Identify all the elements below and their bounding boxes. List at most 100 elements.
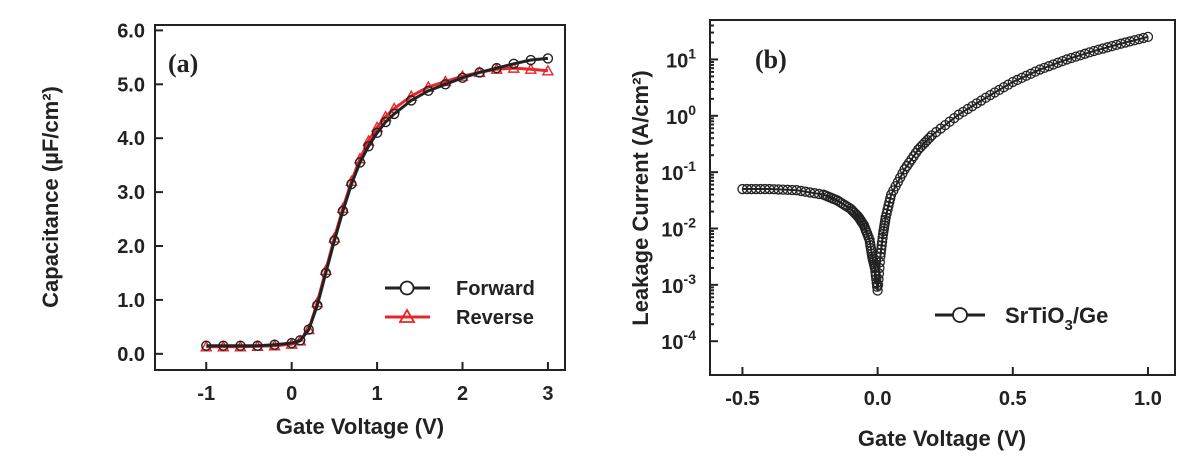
series-forward-point (346, 178, 357, 190)
series-srtio3-point (1039, 62, 1050, 74)
series-forward-point (329, 235, 340, 246)
series-srtio3-point (881, 208, 892, 219)
y-tick-label: 101 (666, 45, 696, 72)
y-tick-label: 1.0 (117, 290, 145, 312)
series-srtio3-point (813, 188, 825, 200)
series-srtio3-point (873, 274, 884, 285)
series-reverse-point (524, 62, 538, 74)
y-tick-label: 10-1 (661, 158, 696, 185)
y-tick-exponent: -2 (684, 214, 697, 230)
series-srtio3-point (1061, 54, 1073, 65)
series-forward-point (491, 62, 502, 74)
series-forward-point (457, 72, 468, 84)
series-forward-point (423, 85, 434, 96)
series-forward-point (380, 116, 391, 128)
y-tick-base: 10 (666, 107, 688, 129)
series-forward-point (252, 340, 263, 351)
y-tick-label: 6.0 (117, 20, 145, 42)
series-srtio3-point (924, 132, 935, 144)
series-srtio3-point (882, 204, 893, 215)
series-forward-line (206, 56, 549, 348)
series-srtio3-point (1057, 55, 1068, 67)
legend-srtio3-subscript: 3 (1065, 317, 1073, 334)
series-srtio3-point (874, 262, 885, 274)
series-forward-point (235, 340, 246, 351)
x-tick-label: -0.5 (725, 388, 759, 410)
series-srtio3-point (1084, 47, 1095, 58)
y-tick-label: 10-3 (661, 271, 696, 298)
series-forward-point (525, 54, 537, 66)
series-forward-point (363, 141, 374, 152)
series-srtio3-point (1034, 64, 1045, 75)
series-srtio3-point (1052, 57, 1063, 68)
series-srtio3-point (1066, 52, 1077, 64)
x-tick-label: 0.5 (999, 388, 1027, 410)
legend-srtio3-name: SrTiO (1005, 303, 1065, 328)
chart-a-x-axis-label: Gate Voltage (V) (276, 414, 444, 439)
series-forward-point (440, 79, 451, 90)
chart-b-frame (709, 19, 1176, 376)
legend-reverse-marker (398, 308, 416, 323)
series-forward-point (201, 340, 212, 351)
series-srtio3-point (1070, 51, 1082, 62)
x-tick-label: 0.0 (864, 388, 892, 410)
y-tick-base: 10 (661, 219, 683, 241)
chart-b-legend: SrTiO3/Ge (935, 303, 1108, 334)
legend-forward-marker (399, 280, 415, 296)
series-forward-point (295, 335, 306, 346)
chart-b-y-axis-label: Leakage Current (A/cm²) (628, 70, 653, 326)
y-tick-exponent: -4 (684, 327, 697, 343)
series-forward-point (474, 67, 485, 78)
series-forward-point (269, 339, 280, 350)
series-forward-point (312, 300, 323, 311)
series-forward-point (337, 205, 349, 217)
chart-a-plot: -1 0 1 2 3 0.0 1.0 2.0 3.0 4.0 5.0 6.0 (117, 20, 555, 405)
series-srtio3-point (1075, 50, 1086, 61)
legend-forward-label: Forward (456, 278, 535, 300)
series-srtio3-point (880, 212, 891, 223)
series-srtio3-point (883, 200, 894, 212)
series-srtio3-line (742, 35, 1149, 291)
series-forward-point (303, 324, 314, 335)
series-srtio3-point (875, 251, 886, 262)
series-srtio3-point (876, 240, 887, 251)
series-srtio3-point (884, 197, 895, 208)
series-srtio3-point (1138, 32, 1149, 44)
y-tick-base: 10 (661, 163, 683, 185)
y-tick-exponent: -3 (684, 271, 697, 287)
x-tick-label: -1 (197, 383, 215, 405)
chart-b-panel-label: (b) (755, 45, 787, 74)
series-srtio3-point (872, 279, 884, 290)
y-tick-label: 4.0 (117, 128, 145, 150)
y-tick-label: 3.0 (117, 182, 145, 204)
x-tick-label: 3 (542, 383, 553, 405)
x-tick-label: 1.0 (1134, 388, 1162, 410)
series-forward-point (354, 157, 366, 168)
series-srtio3-point (1142, 31, 1154, 43)
y-tick-label: 10-4 (661, 327, 696, 354)
y-tick-base: 10 (666, 50, 688, 72)
chart-a-frame (154, 24, 566, 371)
chart-a-panel-label: (a) (168, 49, 198, 78)
y-tick-base: 10 (661, 276, 683, 298)
series-forward-point (371, 127, 383, 139)
series-srtio3-point (876, 236, 888, 247)
series-srtio3-point (1048, 59, 1059, 70)
series-forward-point (218, 340, 229, 351)
legend-reverse-label: Reverse (456, 307, 534, 329)
x-tick-label: 0 (286, 383, 297, 405)
y-tick-label: 2.0 (117, 236, 145, 258)
series-srtio3-point (876, 244, 887, 255)
series-forward-point (542, 53, 554, 64)
y-tick-label: 5.0 (117, 74, 145, 96)
series-srtio3-point (1079, 48, 1091, 59)
chart-a-legend: Forward Reverse (385, 278, 535, 329)
series-srtio3-point (875, 247, 886, 259)
chart-capacitance: -1 0 1 2 3 0.0 1.0 2.0 3.0 4.0 5.0 6.0 (a) Gate Vol… (38, 20, 566, 439)
series-forward-point (406, 95, 417, 106)
y-tick-label: 100 (666, 102, 696, 129)
legend-srtio3-marker (952, 307, 968, 323)
y-tick-exponent: 1 (688, 45, 696, 61)
